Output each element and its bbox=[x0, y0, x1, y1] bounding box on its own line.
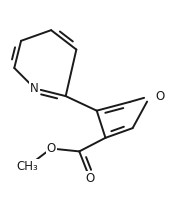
Text: O: O bbox=[46, 142, 56, 155]
Text: CH₃: CH₃ bbox=[16, 160, 38, 173]
Text: O: O bbox=[155, 90, 164, 103]
Text: N: N bbox=[30, 82, 39, 95]
Text: O: O bbox=[85, 172, 95, 185]
